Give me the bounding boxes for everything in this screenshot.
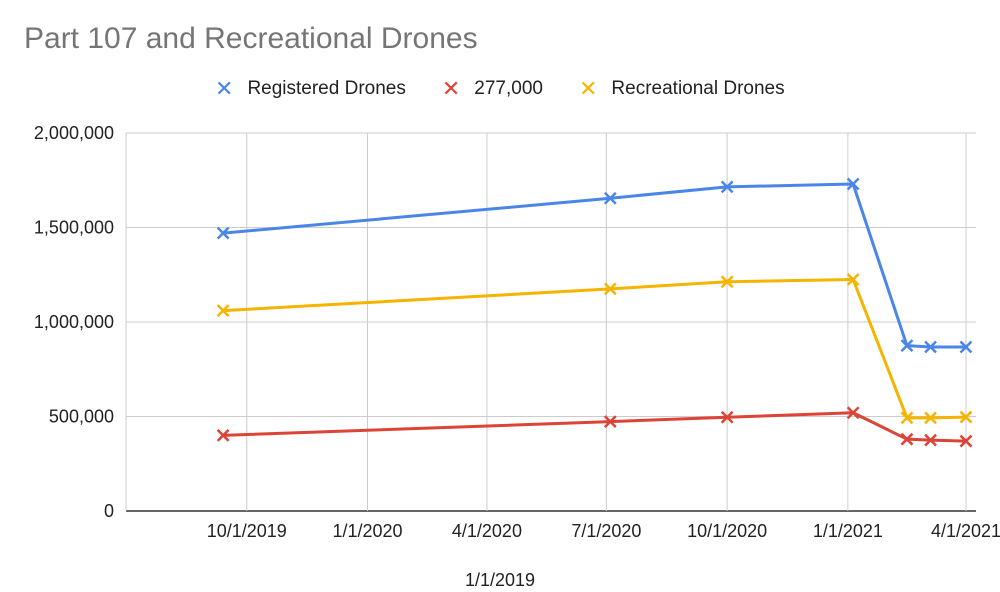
y-tick-label: 1,500,000	[34, 218, 114, 238]
data-point-marker	[603, 282, 617, 296]
data-point-marker	[216, 304, 230, 318]
data-point-marker	[720, 275, 734, 289]
y-tick-label: 500,000	[49, 407, 114, 427]
chart-title: Part 107 and Recreational Drones	[24, 22, 478, 55]
x-tick-label: 4/1/2020	[452, 521, 522, 541]
legend-marker-recreational: ✕	[578, 76, 598, 101]
x-tick-label: 10/1/2020	[687, 521, 767, 541]
data-point-marker	[959, 434, 973, 448]
legend-marker-277000: ✕	[441, 76, 461, 101]
x-tick-label: 1/1/2021	[813, 521, 883, 541]
y-tick-label: 0	[104, 501, 114, 521]
y-tick-label: 1,000,000	[34, 312, 114, 332]
legend-item-recreational: ✕ Recreational Drones	[579, 78, 785, 100]
legend-item-registered: ✕ Registered Drones	[215, 78, 406, 100]
y-tick-label: 2,000,000	[34, 123, 114, 143]
data-point-marker	[603, 415, 617, 428]
data-point-marker	[720, 180, 734, 194]
legend: ✕ Registered Drones ✕ 277,000 ✕ Recreati…	[215, 78, 821, 100]
data-point-marker	[924, 433, 937, 447]
legend-label-recreational: Recreational Drones	[611, 78, 785, 99]
x-tick-label: 1/1/2020	[332, 521, 402, 541]
data-point-marker	[900, 432, 914, 446]
legend-item-277000: ✕ 277,000	[442, 78, 543, 100]
x-tick-label: 10/1/2019	[207, 521, 287, 541]
series-line-0	[222, 182, 966, 349]
legend-label-277000: 277,000	[474, 78, 543, 99]
data-point-marker	[959, 340, 973, 354]
data-point-marker	[846, 177, 860, 191]
data-point-marker	[216, 226, 230, 240]
series-line-2	[223, 277, 967, 420]
data-point-marker	[720, 410, 734, 424]
data-point-marker	[846, 406, 860, 420]
data-point-marker	[603, 191, 617, 205]
data-point-marker	[900, 339, 914, 353]
data-point-marker	[924, 340, 937, 354]
legend-marker-registered: ✕	[215, 76, 234, 101]
x-tick-label: 7/1/2020	[571, 521, 641, 541]
x-tick-label: 4/1/2021	[931, 521, 1000, 541]
data-point-marker	[846, 273, 860, 286]
data-point-marker	[924, 411, 937, 425]
data-point-marker	[900, 411, 914, 425]
data-point-marker	[216, 429, 230, 442]
data-point-marker	[959, 410, 973, 424]
x-axis-title: 1/1/2019	[464, 570, 536, 590]
legend-label-registered: Registered Drones	[247, 78, 406, 99]
